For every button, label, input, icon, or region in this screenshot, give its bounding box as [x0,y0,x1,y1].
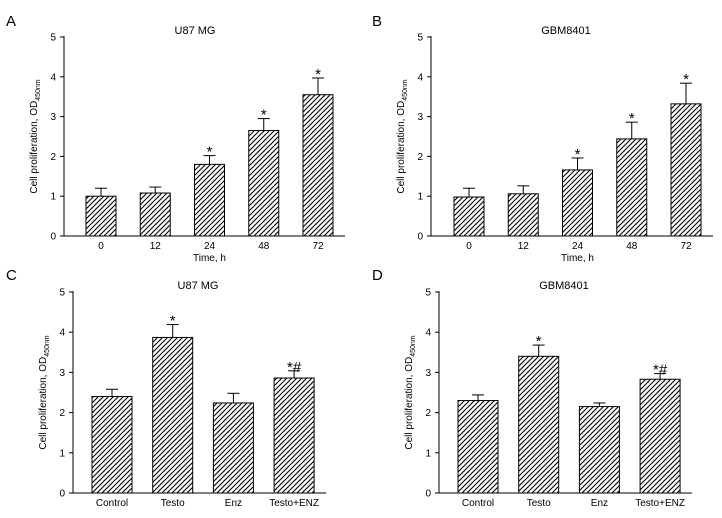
y-tick-label: 3 [59,368,65,379]
y-tick-label: 2 [59,408,65,419]
bar-0 [453,196,485,237]
x-tick-label: 0 [98,241,104,252]
y-axis-title: Cell proliferation, OD450nm [29,79,42,193]
y-tick-label: 2 [417,152,423,163]
y-axis-title-sub: 450nm [35,79,42,101]
y-tick-label: 0 [417,232,423,243]
y-axis-title-main: Cell proliferation, OD [29,101,40,194]
bar-testo-enz [639,378,681,494]
x-axis-title: Time, h [561,253,594,264]
y-tick-label: 4 [417,72,423,83]
bar-24 [194,163,225,237]
chart-title: U87 MG [178,280,219,292]
y-axis-title-sub: 450nm [402,79,409,101]
y-tick-label: 5 [59,288,65,299]
significance-marker: * [207,144,213,161]
y-axis-title-main: Cell proliferation, OD [404,357,415,450]
bar-72 [670,103,702,237]
y-tick-label: 1 [425,448,431,459]
bar-testo [518,355,560,494]
bar-testo-enz [273,377,315,494]
y-axis-title: Cell proliferation, OD450nm [396,79,409,193]
y-tick-label: 0 [425,489,431,500]
x-tick-label: Testo+ENZ [635,498,685,509]
y-tick-label: 0 [50,232,56,243]
y-tick-label: 4 [425,328,431,339]
chart-title: U87 MG [175,25,216,37]
y-tick-label: 3 [417,112,423,123]
y-tick-label: 4 [59,328,65,339]
y-axis-title: Cell proliferation, OD450nm [404,335,417,449]
bar-enz [212,402,254,494]
x-axis-title: Time, h [193,253,226,264]
y-tick-label: 2 [425,408,431,419]
bar-0 [85,195,117,237]
bar-48 [616,138,648,237]
x-tick-label: Testo+ENZ [269,498,319,509]
significance-marker: *# [287,359,302,376]
y-axis-title: Cell proliferation, OD450nm [38,335,51,449]
y-tick-label: 1 [50,192,56,203]
significance-marker: * [536,333,542,350]
bar-24 [562,169,593,237]
x-tick-label: Enz [225,498,242,509]
significance-marker: *# [653,362,668,379]
chart-panel-c: C U87 MG 0 1 2 3 4 5 Cell proliferation, OD450nm… [6,267,327,509]
chart-panel-d: D GBM8401 0 1 2 3 4 5 Cell proliferation, OD450n… [372,267,693,509]
x-tick-label: Testo [527,498,551,509]
y-tick-label: 5 [417,33,423,44]
x-tick-label: 12 [150,241,162,252]
y-tick-label: 0 [59,489,65,500]
x-tick-label: 12 [518,241,530,252]
y-tick-label: 5 [50,33,56,44]
y-axis-title-main: Cell proliferation, OD [396,101,407,194]
y-tick-label: 5 [425,288,431,299]
y-axis-title-main: Cell proliferation, OD [38,357,49,450]
panel-letter: D [372,267,383,284]
bar-12 [507,193,539,237]
x-tick-label: 24 [204,241,216,252]
x-tick-label: Control [96,498,128,509]
x-tick-label: 48 [626,241,638,252]
chart-title: GBM8401 [541,25,591,37]
bar-testo [152,336,194,494]
significance-marker: * [261,107,267,124]
bar-48 [248,130,280,237]
significance-marker: * [629,110,635,127]
y-tick-label: 3 [425,368,431,379]
y-axis-title-sub: 450nm [44,335,51,357]
x-tick-label: 72 [312,241,324,252]
x-tick-label: 0 [466,241,472,252]
significance-marker: * [683,71,689,88]
panel-letter: A [6,13,16,30]
y-tick-label: 4 [50,72,56,83]
y-tick-label: 2 [50,152,56,163]
x-tick-label: Control [462,498,494,509]
significance-marker: * [575,146,581,163]
significance-marker: * [315,66,321,83]
chart-title: GBM8401 [539,280,589,292]
y-tick-label: 1 [417,192,423,203]
significance-marker: * [170,313,176,330]
bar-control [457,400,499,494]
panel-letter: C [6,267,17,284]
x-tick-label: 72 [680,241,692,252]
y-tick-label: 3 [50,112,56,123]
x-tick-label: Enz [591,498,608,509]
bar-12 [139,192,171,237]
bar-enz [578,406,620,494]
bar-72 [302,94,334,237]
bar-control [91,396,133,494]
y-tick-label: 1 [59,448,65,459]
panel-letter: B [372,13,382,30]
y-axis-title-sub: 450nm [410,335,417,357]
x-tick-label: 48 [258,241,270,252]
x-tick-label: Testo [161,498,185,509]
x-tick-label: 24 [572,241,584,252]
